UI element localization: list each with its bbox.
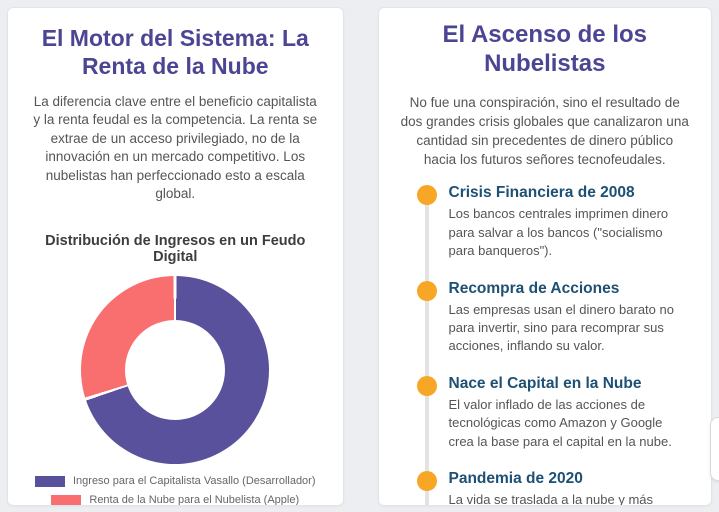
- legend-item[interactable]: Renta de la Nube para el Nubelista (Appl…: [51, 494, 300, 506]
- donut-chart-hole: [125, 320, 226, 421]
- legend-label: Ingreso para el Capitalista Vasallo (Des…: [72, 475, 316, 488]
- timeline-item-title: Pandemia de 2020: [448, 470, 583, 488]
- timeline: Crisis Financiera de 2008 Los bancos cent…: [416, 184, 692, 506]
- legend-item[interactable]: Ingreso para el Capitalista Vasallo (Des…: [34, 475, 316, 488]
- timeline-item-title: Nace el Capital en la Nube: [448, 374, 642, 392]
- legend-swatch: [51, 494, 82, 505]
- timeline-item: Recompra de Acciones Las empresas usan el…: [416, 279, 692, 356]
- panel-cloud-rent: El Motor del Sistema: La Renta de la Nub…: [7, 7, 344, 506]
- timeline-item-body: Los bancos centrales imprimen dinero par…: [448, 206, 669, 259]
- timeline-item-body: El valor inflado de las acciones de tecn…: [448, 396, 672, 449]
- timeline-item-body: La vida se traslada a la nube y más dine…: [448, 492, 654, 506]
- legend-label: Renta de la Nube para el Nubelista (Appl…: [89, 494, 300, 506]
- panel-rise-of-cloudalists: El Ascenso de los Nubelistas No fue una …: [377, 7, 712, 506]
- timeline-item: Nace el Capital en la Nube El valor infla…: [416, 374, 692, 451]
- timeline-dot-icon: [416, 471, 437, 492]
- timeline-dot-icon: [416, 280, 437, 301]
- timeline-item: Pandemia de 2020 La vida se traslada a la…: [416, 470, 692, 506]
- timeline-dot-icon: [416, 185, 437, 206]
- timeline-item-title: Recompra de Acciones: [448, 279, 620, 297]
- right-panel-title: El Ascenso de los Nubelistas: [442, 21, 647, 78]
- timeline-item-title: Crisis Financiera de 2008: [448, 184, 635, 202]
- chart-legend: Ingreso para el Capitalista Vasallo (Des…: [32, 475, 319, 506]
- right-panel-intro: No fue una conspiración, sino el resulta…: [400, 94, 689, 167]
- edge-floating-button[interactable]: [710, 417, 719, 481]
- timeline-item-body: Las empresas usan el dinero barato no pa…: [448, 301, 674, 354]
- timeline-dot-icon: [416, 375, 437, 396]
- left-panel-intro: La diferencia clave entre el beneficio c…: [33, 94, 318, 201]
- legend-swatch: [34, 475, 65, 487]
- chart-title: Distribución de Ingresos en un Feudo Dig…: [45, 233, 306, 266]
- donut-chart: [81, 276, 270, 465]
- left-panel-title: El Motor del Sistema: La Renta de la Nub…: [41, 25, 309, 80]
- timeline-item: Crisis Financiera de 2008 Los bancos cent…: [416, 184, 692, 260]
